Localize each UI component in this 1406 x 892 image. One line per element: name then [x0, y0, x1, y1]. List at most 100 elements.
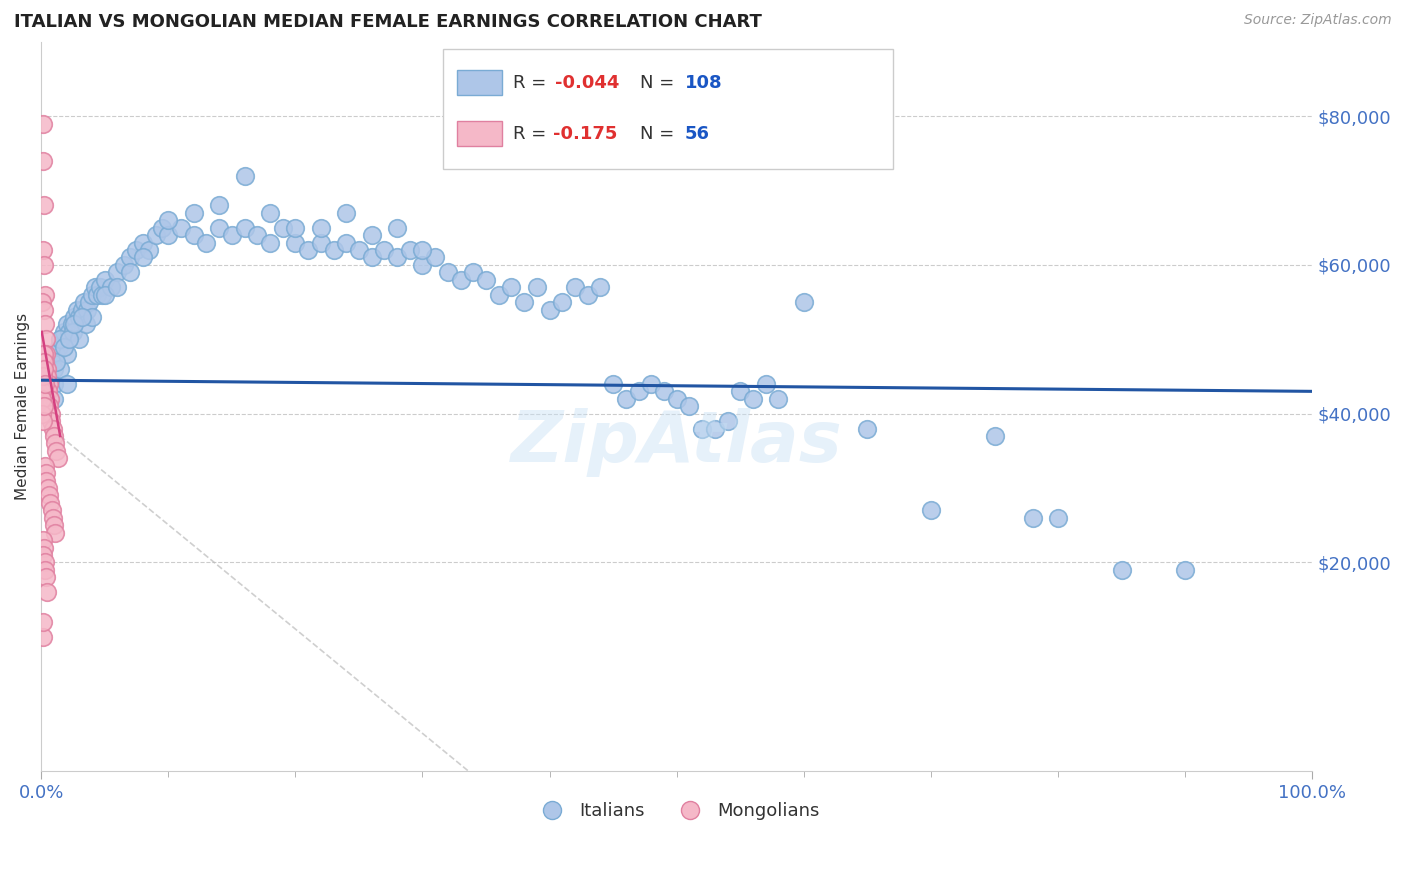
Point — [437, 265, 460, 279]
Point — [768, 392, 790, 406]
Point — [297, 243, 319, 257]
Point — [31, 630, 53, 644]
Point — [259, 206, 281, 220]
Point — [49, 362, 72, 376]
Text: ITALIAN VS MONGOLIAN MEDIAN FEMALE EARNINGS CORRELATION CHART: ITALIAN VS MONGOLIAN MEDIAN FEMALE EARNI… — [14, 13, 762, 31]
Text: -0.175: -0.175 — [553, 125, 617, 143]
Point — [76, 302, 98, 317]
Point — [309, 235, 332, 250]
Point — [32, 414, 55, 428]
Point — [32, 347, 55, 361]
Point — [44, 525, 66, 540]
Point — [55, 318, 77, 332]
Text: R =: R = — [513, 74, 553, 92]
Point — [145, 228, 167, 243]
Point — [34, 354, 56, 368]
Point — [32, 258, 55, 272]
Point — [627, 384, 650, 399]
Point — [1111, 563, 1133, 577]
Point — [284, 235, 307, 250]
Point — [70, 302, 93, 317]
Point — [42, 518, 65, 533]
Point — [138, 243, 160, 257]
Point — [793, 295, 815, 310]
Point — [39, 496, 62, 510]
Point — [132, 251, 155, 265]
Point — [35, 466, 58, 480]
Point — [183, 206, 205, 220]
Point — [208, 220, 231, 235]
Point — [46, 451, 69, 466]
Point — [157, 213, 180, 227]
Point — [132, 235, 155, 250]
Point — [32, 302, 55, 317]
Point — [38, 399, 60, 413]
Point — [67, 332, 90, 346]
Text: 56: 56 — [685, 125, 710, 143]
Point — [34, 318, 56, 332]
Point — [32, 399, 55, 413]
Point — [856, 421, 879, 435]
Point — [79, 295, 101, 310]
Point — [42, 362, 65, 376]
Point — [60, 318, 83, 332]
Point — [742, 392, 765, 406]
Point — [34, 332, 56, 346]
Point — [35, 347, 58, 361]
Point — [125, 243, 148, 257]
Point — [91, 287, 114, 301]
Point — [51, 332, 73, 346]
Text: N =: N = — [640, 125, 679, 143]
Point — [42, 392, 65, 406]
Point — [41, 503, 63, 517]
Point — [488, 287, 510, 301]
Point — [233, 169, 256, 183]
Text: N =: N = — [640, 74, 679, 92]
Point — [39, 392, 62, 406]
Point — [450, 273, 472, 287]
Point — [53, 340, 76, 354]
Point — [120, 251, 142, 265]
Point — [35, 369, 58, 384]
Point — [31, 117, 53, 131]
Point — [105, 280, 128, 294]
Point — [35, 474, 58, 488]
Point — [38, 376, 60, 391]
Point — [614, 392, 637, 406]
Point — [157, 228, 180, 243]
Point — [690, 421, 713, 435]
Point — [70, 310, 93, 324]
Point — [31, 376, 53, 391]
Point — [233, 220, 256, 235]
Point — [55, 376, 77, 391]
Point — [35, 585, 58, 599]
Point — [32, 362, 55, 376]
Point — [322, 243, 344, 257]
Text: 108: 108 — [685, 74, 723, 92]
Point — [86, 287, 108, 301]
Point — [730, 384, 752, 399]
Point — [89, 280, 111, 294]
Point — [208, 198, 231, 212]
Point — [75, 318, 97, 332]
Point — [501, 280, 523, 294]
Text: -0.044: -0.044 — [555, 74, 620, 92]
Point — [45, 354, 67, 368]
Point — [37, 362, 59, 376]
Point — [34, 362, 56, 376]
Point — [34, 376, 56, 391]
Point — [45, 443, 67, 458]
Point — [150, 220, 173, 235]
Point — [42, 429, 65, 443]
Point — [411, 258, 433, 272]
Point — [31, 533, 53, 548]
Point — [39, 407, 62, 421]
Point — [385, 251, 408, 265]
Point — [652, 384, 675, 399]
Point — [112, 258, 135, 272]
Point — [42, 376, 65, 391]
Point — [170, 220, 193, 235]
Point — [309, 220, 332, 235]
Point — [34, 287, 56, 301]
Point — [62, 325, 84, 339]
